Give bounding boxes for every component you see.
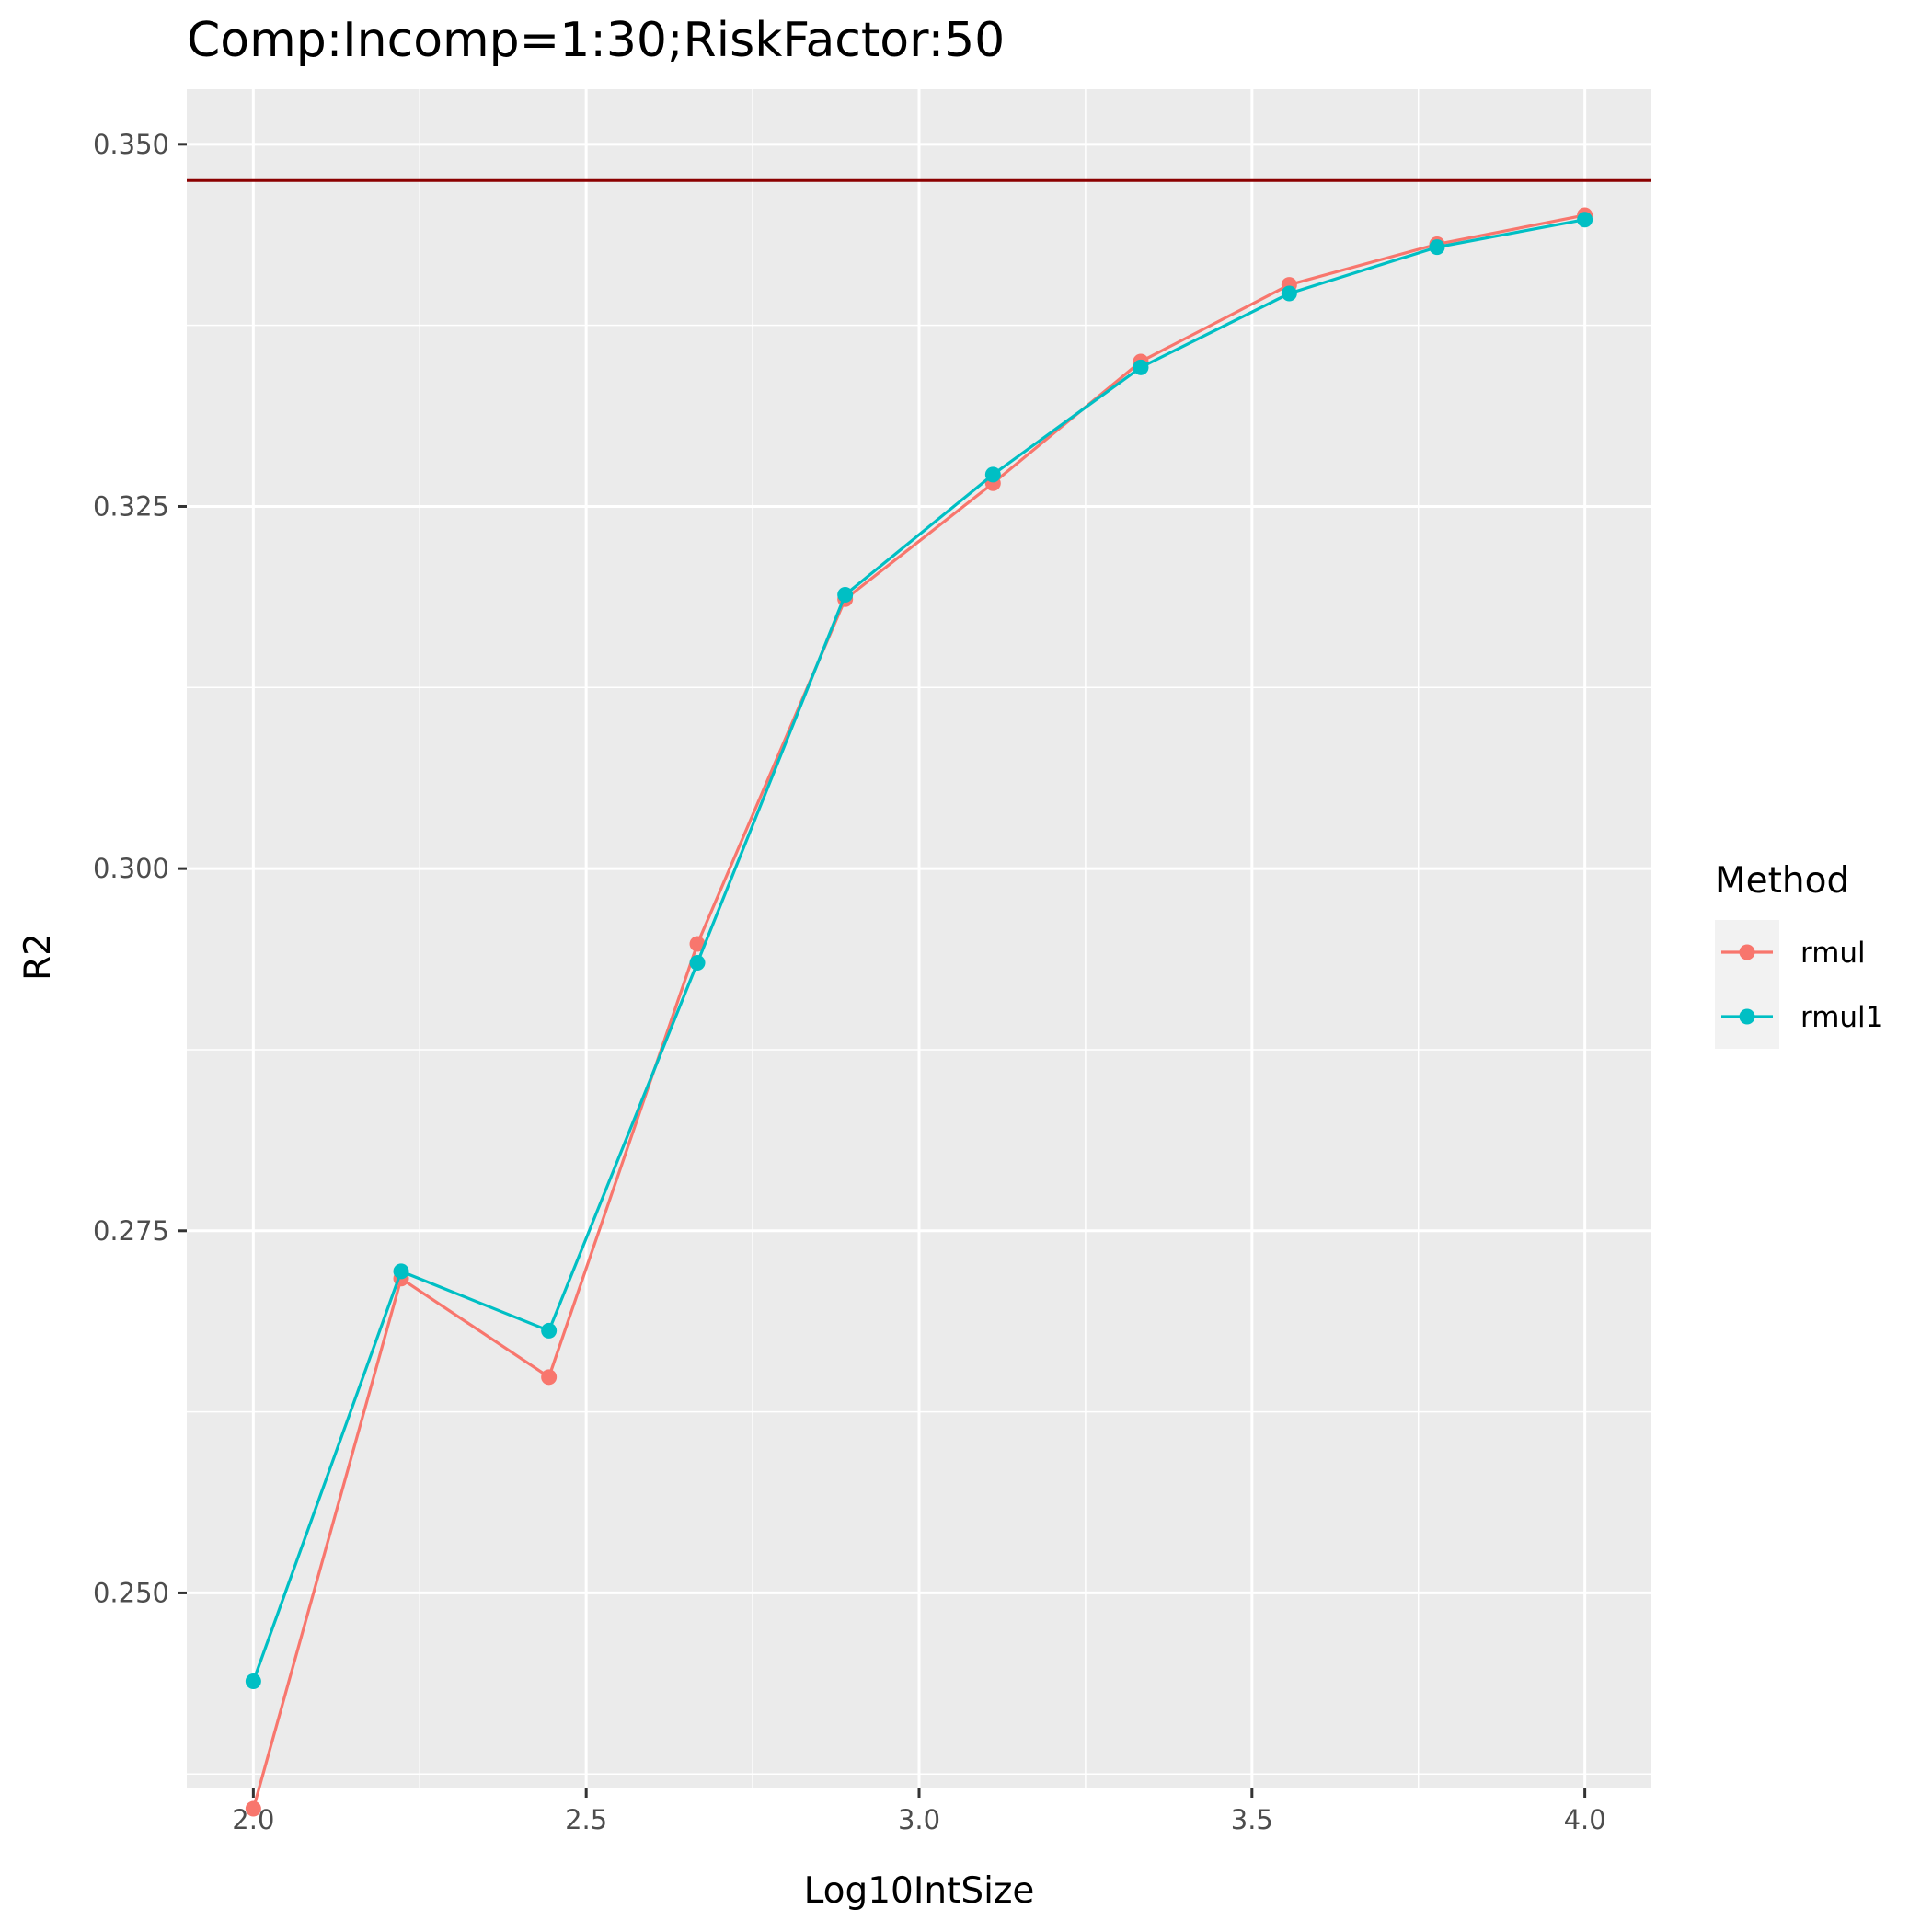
data-point-rmul1 [1429,239,1445,256]
data-point-rmul1 [689,954,706,971]
x-tick-label: 4.0 [1564,1804,1606,1835]
y-tick-label: 0.275 [93,1215,169,1247]
legend-title: Method [1715,860,1849,902]
data-point-rmul1 [837,587,854,604]
chart-title: Comp:Incomp=1:30;RiskFactor:50 [187,13,1005,68]
y-axis-title: R2 [17,933,59,981]
y-tick-label: 0.350 [93,129,169,160]
x-axis: 2.0 2.5 3.0 3.5 4.0 [232,1788,1606,1835]
legend-keys-background [1715,920,1779,1049]
x-tick-label: 2.0 [232,1804,274,1835]
legend-key-point-rmul [1739,944,1755,960]
y-tick-label: 0.325 [93,490,169,522]
x-tick-label: 2.5 [565,1804,607,1835]
y-tick-label: 0.250 [93,1577,169,1608]
x-tick-label: 3.0 [898,1804,940,1835]
legend-key-point-rmul1 [1739,1008,1755,1025]
x-axis-title: Log10IntSize [804,1870,1035,1912]
legend-label-rmul1: rmul1 [1800,1001,1883,1034]
data-point-rmul1 [1577,212,1593,228]
y-axis: 0.250 0.275 0.300 0.325 0.350 [93,129,187,1608]
data-point-rmul1 [245,1673,261,1689]
data-point-rmul1 [1281,285,1297,302]
data-point-rmul1 [541,1322,558,1339]
data-point-rmul [541,1369,558,1386]
series-line-rmul [251,213,1585,1810]
data-point-rmul1 [984,466,1001,483]
series-line-rmul1 [251,218,1585,1683]
legend: Method rmul rmul1 [1715,860,1883,1049]
major-gridlines [187,89,1651,1788]
data-point-rmul [689,936,706,952]
data-point-rmul [245,1800,261,1817]
data-series [245,207,1593,1817]
data-point-rmul1 [1133,359,1149,375]
data-point-rmul1 [393,1263,409,1280]
legend-label-rmul: rmul [1800,937,1866,970]
y-tick-label: 0.300 [93,853,169,884]
x-tick-label: 3.5 [1231,1804,1273,1835]
